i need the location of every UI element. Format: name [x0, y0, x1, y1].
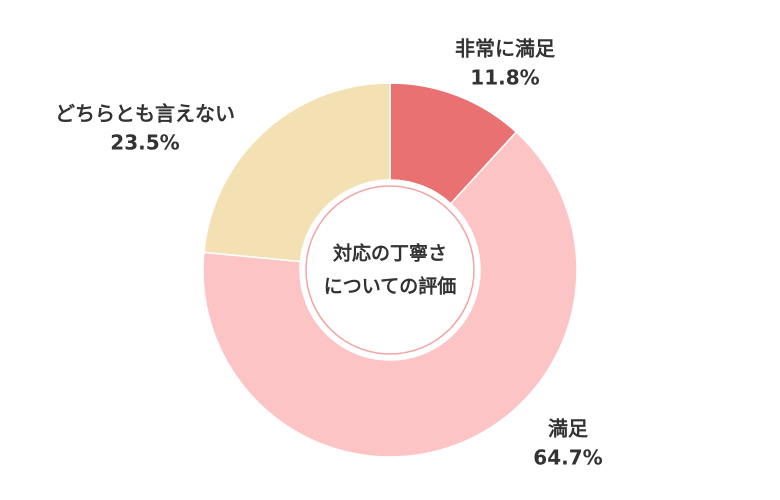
slice-label: 満足 — [548, 417, 589, 441]
slice-value: 11.8% — [470, 66, 539, 90]
center-label: 対応の丁寧さ — [332, 242, 447, 265]
slice-label: 非常に満足 — [455, 37, 556, 61]
center-label: についての評価 — [324, 275, 456, 298]
slice-value: 23.5% — [110, 131, 179, 155]
slice-value: 64.7% — [533, 446, 602, 470]
donut-slice — [202, 131, 578, 458]
inner-ring — [305, 185, 475, 355]
slice-label: どちらとも言えない — [55, 102, 235, 126]
donut-slice — [203, 82, 391, 263]
